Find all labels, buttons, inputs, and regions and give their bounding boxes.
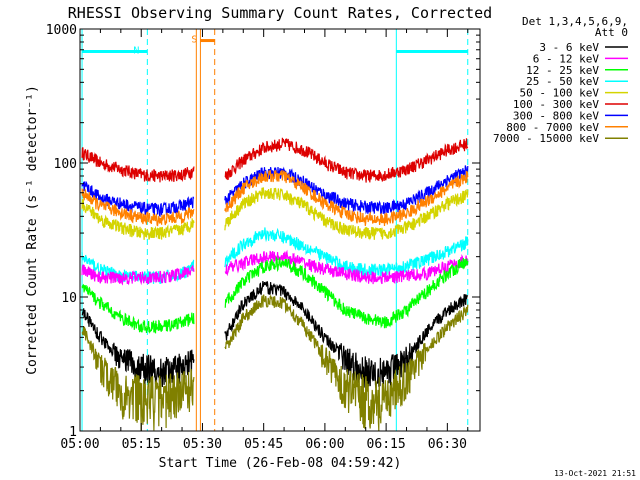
y-tick-label-3: 1000 xyxy=(46,23,77,38)
series-line-2 xyxy=(81,169,469,227)
y-tick-label-1: 10 xyxy=(61,291,77,306)
y-tick-label-2: 100 xyxy=(54,157,77,172)
footer-date: 13-Oct-2021 21:51 xyxy=(554,469,636,478)
x-tick-label-3: 05:45 xyxy=(244,437,283,452)
x-axis-ticks: 05:00 05:15 05:30 05:45 06:00 06:15 06:30 xyxy=(60,29,469,452)
y-tick-label-0: 1 xyxy=(69,425,77,440)
series-line-0 xyxy=(81,137,469,183)
series-line-8 xyxy=(81,294,469,431)
flag-bars: NS xyxy=(82,35,468,56)
x-tick-label-5: 06:15 xyxy=(367,437,406,452)
x-tick-label-0: 05:00 xyxy=(60,437,99,452)
legend-label-3: 25 - 50 keV xyxy=(526,75,599,88)
legend-label-7: 800 - 7000 keV xyxy=(506,121,599,134)
series-line-3 xyxy=(81,187,469,241)
series-line-6 xyxy=(81,255,469,334)
legend-label-0: 3 - 6 keV xyxy=(539,41,599,54)
legend-label-1: 6 - 12 keV xyxy=(533,52,600,65)
flag-label-0: N xyxy=(133,45,139,56)
plot-frame xyxy=(79,28,481,432)
legend-label-2: 12 - 25 keV xyxy=(526,64,599,77)
x-tick-label-6: 06:30 xyxy=(428,437,467,452)
flag-label-2: S xyxy=(191,35,197,46)
y-axis-ticks: 1 10 100 1000 xyxy=(46,23,480,440)
legend-label-6: 300 - 800 keV xyxy=(513,109,599,122)
x-axis-label: Start Time (26-Feb-08 04:59:42) xyxy=(159,456,402,471)
legend-label-4: 50 - 100 keV xyxy=(520,87,600,100)
series-lines xyxy=(81,137,469,431)
y-axis-label: Corrected Count Rate (s⁻¹ detector⁻¹) xyxy=(25,85,40,375)
series-line-7 xyxy=(81,280,469,391)
legend-label-8: 7000 - 15000 keV xyxy=(493,132,599,145)
series-line-5 xyxy=(81,249,469,286)
legend-header-1: Att 0 xyxy=(595,26,628,39)
chart-title: RHESSI Observing Summary Count Rates, Co… xyxy=(68,4,492,22)
x-tick-label-2: 05:30 xyxy=(183,437,222,452)
x-tick-label-4: 06:00 xyxy=(305,437,344,452)
legend-label-5: 100 - 300 keV xyxy=(513,98,599,111)
x-tick-label-1: 05:15 xyxy=(122,437,161,452)
legend-header-0: Det 1,3,4,5,6,9, xyxy=(522,15,628,28)
